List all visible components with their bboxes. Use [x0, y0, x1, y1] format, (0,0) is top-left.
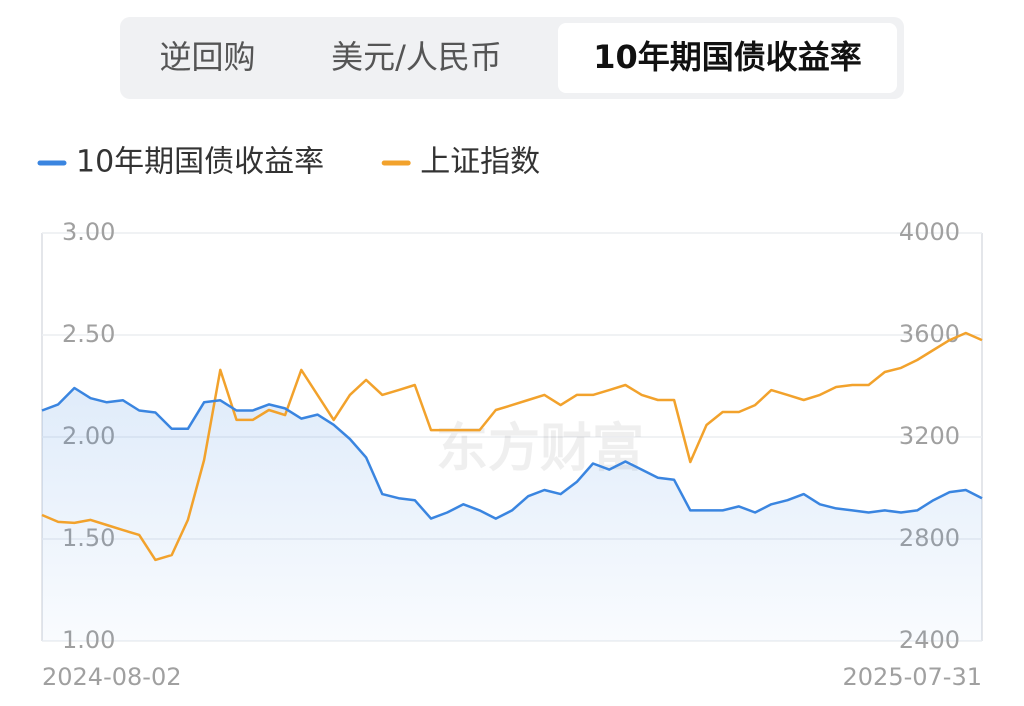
x-tick-label: 2025-07-31	[843, 663, 982, 691]
y-tick-label: 3.00	[62, 218, 115, 246]
tab[interactable]: 10年期国债收益率	[593, 38, 862, 76]
line	[41, 386, 983, 520]
tab[interactable]: 逆回购	[159, 38, 255, 76]
y2-tick-label: 3600	[899, 320, 960, 348]
y-tick-label: 2.50	[62, 320, 115, 348]
tab-active-bg	[558, 23, 897, 93]
legend-label: 上证指数	[420, 145, 540, 180]
y2-tick-label: 4000	[899, 218, 960, 246]
area	[42, 388, 982, 641]
y2-tick-label: 3200	[899, 422, 960, 450]
line	[41, 331, 983, 562]
legend-label: 10年期国债收益率	[76, 145, 324, 180]
x-tick-label: 2024-08-02	[42, 663, 181, 691]
tab[interactable]: 美元/人民币	[331, 38, 502, 76]
